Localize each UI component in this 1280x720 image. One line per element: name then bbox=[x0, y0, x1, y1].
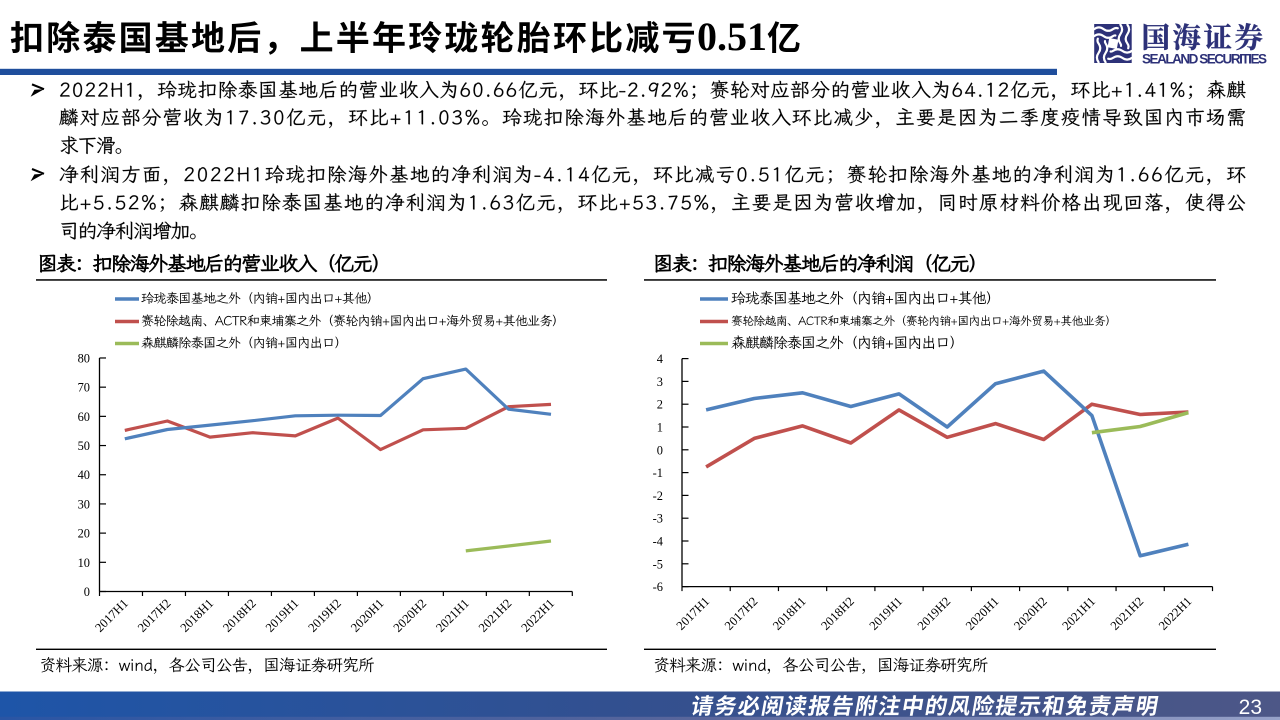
svg-text:2018H1: 2018H1 bbox=[178, 596, 217, 635]
svg-text:2018H1: 2018H1 bbox=[770, 594, 809, 633]
svg-text:2017H1: 2017H1 bbox=[92, 596, 131, 635]
svg-text:2017H1: 2017H1 bbox=[674, 594, 713, 633]
svg-text:-4: -4 bbox=[653, 535, 663, 549]
svg-text:2022H1: 2022H1 bbox=[1156, 594, 1195, 633]
svg-text:2021H2: 2021H2 bbox=[1108, 594, 1147, 633]
svg-text:2018H2: 2018H2 bbox=[818, 594, 857, 633]
svg-text:2020H1: 2020H1 bbox=[963, 594, 1002, 633]
svg-text:2019H2: 2019H2 bbox=[305, 596, 344, 635]
svg-text:20: 20 bbox=[78, 527, 90, 541]
svg-text:2021H2: 2021H2 bbox=[476, 596, 515, 635]
svg-text:-2: -2 bbox=[653, 489, 663, 503]
svg-text:50: 50 bbox=[78, 439, 90, 453]
svg-text:40: 40 bbox=[78, 468, 90, 482]
svg-text:2019H1: 2019H1 bbox=[263, 596, 302, 635]
svg-text:2020H2: 2020H2 bbox=[391, 596, 430, 635]
svg-text:1: 1 bbox=[657, 421, 663, 435]
svg-text:2020H2: 2020H2 bbox=[1011, 594, 1050, 633]
svg-text:2018H2: 2018H2 bbox=[220, 596, 259, 635]
svg-text:0: 0 bbox=[84, 585, 90, 599]
svg-text:60: 60 bbox=[78, 410, 90, 424]
svg-text:2022H1: 2022H1 bbox=[519, 596, 558, 635]
svg-text:2021H1: 2021H1 bbox=[1059, 594, 1098, 633]
svg-text:2020H1: 2020H1 bbox=[348, 596, 387, 635]
svg-text:2019H2: 2019H2 bbox=[915, 594, 954, 633]
svg-text:2021H1: 2021H1 bbox=[433, 596, 472, 635]
svg-text:2017H2: 2017H2 bbox=[135, 596, 174, 635]
svg-text:4: 4 bbox=[657, 352, 663, 366]
svg-text:3: 3 bbox=[657, 375, 663, 389]
svg-text:-5: -5 bbox=[653, 557, 663, 571]
svg-text:23: 23 bbox=[1239, 696, 1262, 719]
svg-text:0.51: 0.51 bbox=[697, 14, 767, 59]
svg-text:70: 70 bbox=[78, 381, 90, 395]
svg-text:-3: -3 bbox=[653, 512, 663, 526]
svg-text:2017H2: 2017H2 bbox=[722, 594, 761, 633]
svg-text:SEALAND SECURITIES: SEALAND SECURITIES bbox=[1142, 52, 1267, 67]
svg-text:0: 0 bbox=[657, 443, 663, 457]
svg-text:80: 80 bbox=[78, 351, 90, 365]
svg-text:-1: -1 bbox=[653, 466, 663, 480]
svg-text:30: 30 bbox=[78, 497, 90, 511]
svg-text:2019H1: 2019H1 bbox=[867, 594, 906, 633]
svg-text:10: 10 bbox=[78, 556, 90, 570]
svg-text:-6: -6 bbox=[653, 580, 663, 594]
svg-text:2: 2 bbox=[657, 398, 663, 412]
